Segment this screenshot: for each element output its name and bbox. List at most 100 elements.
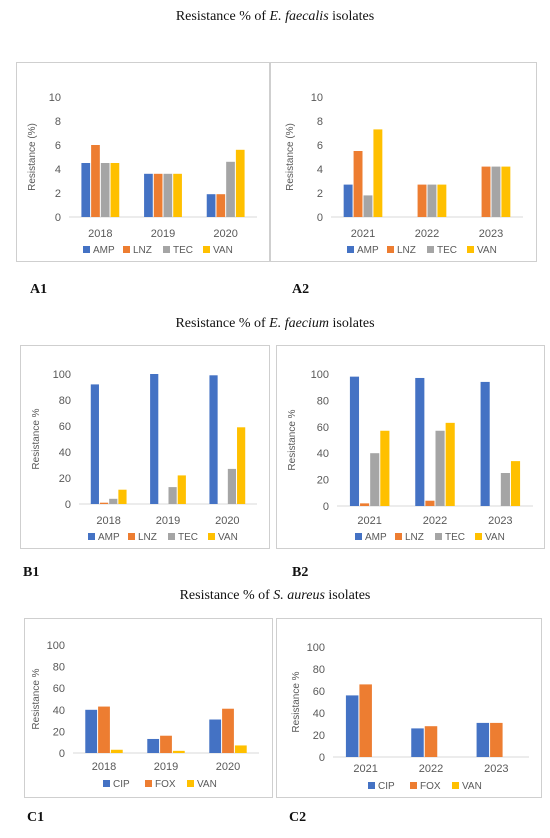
legend-label-cip: CIP	[378, 781, 395, 792]
x-tick-label: 2022	[419, 763, 443, 775]
legend-label-amp: AMP	[93, 245, 115, 256]
legend-swatch-amp	[355, 533, 362, 540]
bar-lnz-2021	[360, 503, 370, 506]
legend-swatch-cip	[368, 782, 375, 789]
legend-swatch-lnz	[128, 533, 135, 540]
y-axis-title: Resistance %	[31, 408, 42, 469]
x-tick-label: 2020	[215, 515, 239, 527]
legend-label-cip: CIP	[113, 779, 130, 790]
bar-tec-2023	[491, 166, 501, 217]
bar-van-2019	[177, 475, 186, 504]
bar-amp-2020	[209, 375, 218, 504]
legend-label-tec: TEC	[445, 532, 465, 543]
chart-panel-c1: 0 20 40 60 80 100 Resistance % 2018 2019 2020 CIP F…	[24, 618, 273, 798]
bar-lnz-2019	[153, 173, 163, 217]
legend-swatch-lnz	[123, 246, 130, 253]
bar-cip-2021	[345, 695, 359, 757]
bar-amp-2019	[144, 173, 153, 217]
bar-van-2018	[110, 749, 123, 753]
section-title-e-faecium: Resistance % of E. faecium isolates	[0, 316, 550, 332]
bar-fox-2018	[98, 706, 110, 753]
x-tick-label: 2023	[488, 515, 512, 527]
y-axis-title: Resistance (%)	[285, 123, 296, 191]
legend-swatch-tec	[163, 246, 170, 253]
chart-a1: 0 2 4 6 8 10 Resistance (%) 2018 2019 2020 AMP LNZ T…	[27, 92, 257, 256]
bar-tec-2022	[427, 184, 437, 217]
x-tick-label: 2018	[96, 515, 120, 527]
y-tick-label: 4	[317, 164, 323, 176]
section-title-prefix: Resistance % of	[179, 588, 274, 603]
bar-lnz-2022	[417, 184, 427, 217]
y-tick-label: 10	[311, 92, 323, 104]
section-title-suffix: isolates	[329, 316, 375, 331]
bar-van-2021	[380, 430, 390, 506]
x-tick-label: 2023	[479, 228, 503, 240]
y-tick-label: 20	[53, 726, 65, 738]
y-tick-label: 0	[59, 748, 65, 760]
y-tick-label: 100	[53, 369, 71, 381]
bar-fox-2019	[160, 735, 172, 753]
legend-swatch-lnz	[387, 246, 394, 253]
bar-lnz-2023	[481, 166, 491, 217]
y-tick-label: 0	[65, 499, 71, 511]
y-tick-label: 80	[317, 395, 329, 407]
bar-van-2019	[173, 173, 182, 217]
panel-label-c2: C2	[289, 810, 307, 825]
x-tick-label: 2019	[154, 761, 178, 773]
bar-tec-2022	[435, 430, 445, 506]
y-tick-label: 10	[49, 92, 61, 104]
x-tick-label: 2018	[92, 761, 116, 773]
bar-van-2020	[237, 427, 246, 504]
chart-c1: 0 20 40 60 80 100 Resistance % 2018 2019 2020 CIP F…	[31, 640, 259, 790]
legend-label-amp: AMP	[357, 245, 379, 256]
legend-label-van: VAN	[213, 245, 233, 256]
bar-fox-2023	[490, 722, 503, 757]
bar-cip-2023	[476, 722, 490, 757]
legend-label-amp: AMP	[365, 532, 387, 543]
bar-amp-2023	[480, 381, 490, 506]
bar-amp-2019	[150, 374, 159, 504]
bar-van-2019	[172, 750, 185, 753]
y-tick-label: 60	[313, 686, 325, 698]
bar-tec-2018	[100, 163, 110, 217]
legend-swatch-cip	[103, 780, 110, 787]
section-title-suffix: isolates	[324, 588, 371, 603]
legend-label-van: VAN	[462, 781, 482, 792]
y-axis-title: Resistance (%)	[27, 123, 38, 191]
x-tick-label: 2022	[423, 515, 447, 527]
bar-tec-2020	[226, 161, 235, 217]
y-tick-label: 60	[59, 421, 71, 433]
legend-label-van: VAN	[477, 245, 497, 256]
y-tick-label: 100	[47, 640, 65, 652]
y-tick-label: 0	[319, 752, 325, 764]
bar-van-2022	[437, 184, 447, 217]
bar-tec-2021	[370, 453, 380, 506]
y-tick-label: 80	[59, 395, 71, 407]
y-tick-label: 40	[313, 708, 325, 720]
y-tick-label: 20	[59, 473, 71, 485]
x-tick-label: 2023	[484, 763, 508, 775]
panel-label-a1: A1	[30, 282, 48, 297]
bar-tec-2019	[163, 173, 173, 217]
bar-van-2018	[118, 489, 127, 504]
y-tick-label: 100	[307, 642, 325, 654]
x-tick-label: 2021	[357, 515, 381, 527]
x-tick-label: 2019	[151, 228, 175, 240]
panel-label-b1: B1	[23, 565, 40, 580]
legend-swatch-van	[203, 246, 210, 253]
bar-tec-2023	[500, 473, 510, 506]
bar-van-2020	[235, 149, 245, 217]
bar-cip-2020	[209, 719, 222, 753]
legend-label-van: VAN	[197, 779, 217, 790]
legend-label-amp: AMP	[98, 532, 120, 543]
legend-swatch-amp	[347, 246, 354, 253]
bar-amp-2020	[206, 194, 216, 217]
legend-swatch-fox	[145, 780, 152, 787]
section-title-e-faecalis: Resistance % of E. faecalis isolates	[0, 9, 550, 25]
legend-label-lnz: LNZ	[397, 245, 416, 256]
y-tick-label: 80	[313, 664, 325, 676]
bar-amp-2021	[349, 376, 360, 506]
x-tick-label: 2021	[353, 763, 377, 775]
legend-label-tec: TEC	[173, 245, 193, 256]
y-tick-label: 2	[317, 188, 323, 200]
